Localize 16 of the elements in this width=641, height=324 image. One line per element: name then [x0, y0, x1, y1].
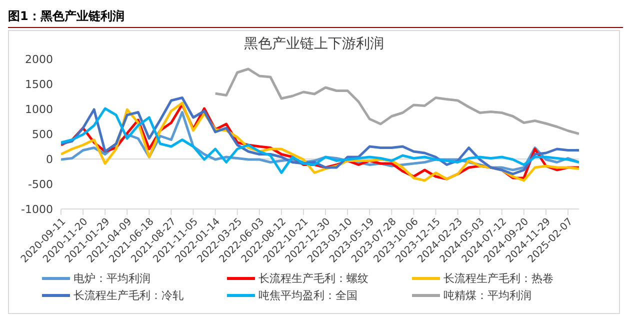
y-tick-label: 0 [46, 152, 53, 166]
chart-title: 图1：黑色产业链利润 [8, 8, 623, 28]
y-tick-label: 500 [32, 128, 53, 141]
legend-label: 吨焦平均盈利：全国 [258, 288, 358, 303]
y-tick-label: 1000 [25, 102, 53, 116]
y-tick-label: -500 [28, 178, 53, 191]
legend-label: 长流程生产毛利：冷轧 [74, 288, 184, 303]
y-tick-label: -1000 [21, 202, 53, 216]
legend-label: 长流程生产毛利：热卷 [444, 271, 554, 286]
legend-label: 长流程生产毛利：螺纹 [258, 271, 368, 286]
y-tick-label: 2000 [25, 52, 53, 66]
legend-label: 吨精煤：平均利润 [444, 288, 532, 303]
line-series [214, 68, 579, 135]
legend-label: 电炉：平均利润 [74, 271, 150, 286]
chart-subtitle: 黑色产业链上下游利润 [243, 35, 385, 53]
y-tick-label: 1500 [25, 78, 53, 91]
